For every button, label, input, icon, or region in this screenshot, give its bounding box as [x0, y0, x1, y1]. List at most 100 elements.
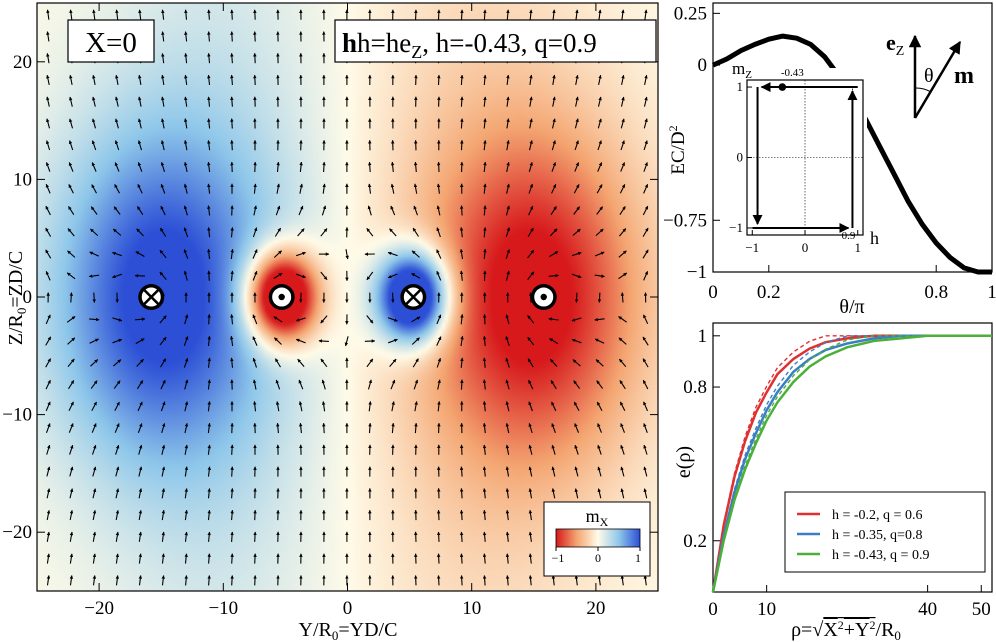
texture-ytick-label: 20: [13, 52, 32, 73]
energy-ytick-label: −1: [687, 262, 707, 283]
inset-ytick-label: 1: [737, 79, 744, 94]
magnetization-arrow: [528, 423, 533, 434]
magnetization-arrow: [643, 140, 648, 151]
magnetization-arrow: [528, 444, 533, 455]
magnetization-arrow: [184, 52, 188, 64]
magnetization-arrow: [229, 335, 234, 347]
magnetization-arrow: [92, 96, 96, 107]
magnetization-arrow: [69, 553, 74, 564]
magnetization-arrow: [644, 9, 648, 20]
magnetization-arrow: [207, 96, 211, 107]
magnetization-arrow: [112, 317, 123, 322]
magnetization-arrow: [160, 205, 166, 216]
magnetization-arrow: [460, 9, 464, 20]
magnetization-arrow: [91, 184, 97, 194]
magnetization-arrow: [548, 273, 559, 278]
magnetization-arrow: [390, 205, 396, 216]
magnetization-arrow: [46, 509, 51, 521]
magnetization-arrow: [184, 31, 188, 42]
magnetization-arrow: [571, 251, 582, 257]
magnetization-arrow: [160, 358, 167, 368]
magnetization-arrow: [183, 227, 189, 238]
magnetization-arrow: [230, 205, 234, 216]
magnetization-arrow: [68, 162, 74, 172]
profile-ytick-label: 0.2: [683, 531, 707, 552]
magnetization-arrow: [207, 9, 211, 20]
magnetization-arrow: [46, 9, 50, 20]
magnetization-arrow: [230, 575, 234, 586]
magnetization-arrow: [597, 423, 603, 433]
texture-ytick-label: −10: [2, 405, 32, 426]
profile-series-dashed: [712, 335, 992, 593]
magnetization-arrow: [45, 270, 51, 281]
magnetization-arrow: [115, 466, 120, 477]
magnetization-arrow: [298, 205, 304, 216]
magnetization-arrow: [482, 401, 487, 412]
magnetization-arrow: [160, 161, 166, 172]
magnetization-arrow: [460, 335, 464, 347]
magnetization-arrow: [183, 336, 189, 346]
magnetization-arrow: [137, 118, 142, 129]
magnetization-arrow: [112, 251, 122, 257]
magnetization-arrow: [597, 292, 602, 303]
magnetization-arrow: [551, 140, 556, 151]
magnetization-arrow: [482, 553, 487, 564]
magnetization-arrow: [230, 9, 234, 20]
inset-xlabel: h: [870, 228, 879, 248]
magnetization-arrow: [138, 509, 143, 521]
magnetization-arrow: [91, 444, 97, 455]
magnetization-arrow: [114, 401, 120, 411]
magnetization-arrow: [552, 9, 556, 20]
magnetization-arrow: [505, 227, 510, 238]
magnetization-arrow: [597, 466, 602, 477]
profile-ytick-label: 0.8: [683, 377, 707, 398]
magnetization-arrow: [413, 379, 419, 390]
magnetization-arrow: [551, 466, 556, 477]
energy-xlabel: θ/π: [839, 296, 864, 318]
magnetization-arrow: [366, 358, 374, 368]
magnetization-arrow: [114, 184, 120, 194]
magnetization-arrow: [575, 96, 579, 107]
magnetization-arrow: [207, 444, 211, 455]
magnetization-arrow: [527, 271, 535, 281]
magnetization-arrow: [230, 118, 234, 129]
magnetization-arrow: [643, 118, 648, 129]
magnetization-arrow: [620, 423, 626, 433]
magnetization-arrow: [528, 531, 533, 542]
magnetization-arrow: [366, 315, 374, 324]
texture-xtick-label: −10: [208, 598, 238, 619]
magnetization-arrow: [620, 444, 625, 455]
magnetization-arrow: [573, 184, 580, 194]
magnetization-arrow: [505, 314, 510, 325]
magnetization-arrow: [551, 183, 557, 194]
magnetization-arrow: [527, 249, 535, 259]
magnetization-arrow: [598, 9, 602, 20]
profile-series: [711, 334, 992, 593]
profile-frame: [712, 322, 993, 593]
magnetization-arrow: [527, 227, 534, 237]
magnetization-arrow: [115, 488, 120, 499]
magnetization-arrow: [230, 466, 234, 477]
magnetization-arrow: [273, 316, 283, 323]
magnetization-arrow: [460, 379, 464, 390]
magnetization-arrow: [91, 162, 97, 172]
magnetization-arrow: [135, 317, 146, 321]
magnetization-arrow: [642, 227, 649, 237]
magnetization-arrow: [92, 74, 96, 86]
magnetization-arrow: [45, 423, 51, 433]
magnetization-arrow: [505, 488, 510, 499]
magnetization-arrow: [572, 228, 581, 236]
magnetization-arrow: [411, 316, 421, 323]
magnetization-arrow: [135, 251, 145, 257]
magnetization-arrow: [115, 531, 120, 542]
magnetization-arrow: [115, 509, 120, 521]
magnetization-arrow: [320, 228, 328, 237]
magnetization-arrow: [506, 96, 510, 107]
energy-ytick-label: 0: [698, 55, 708, 76]
magnetization-arrow: [134, 274, 146, 278]
magnetization-arrow: [594, 251, 605, 257]
magnetization-arrow: [368, 422, 372, 434]
magnetization-arrow: [207, 248, 211, 260]
magnetization-arrow: [643, 162, 648, 172]
magnetization-arrow: [159, 271, 167, 280]
